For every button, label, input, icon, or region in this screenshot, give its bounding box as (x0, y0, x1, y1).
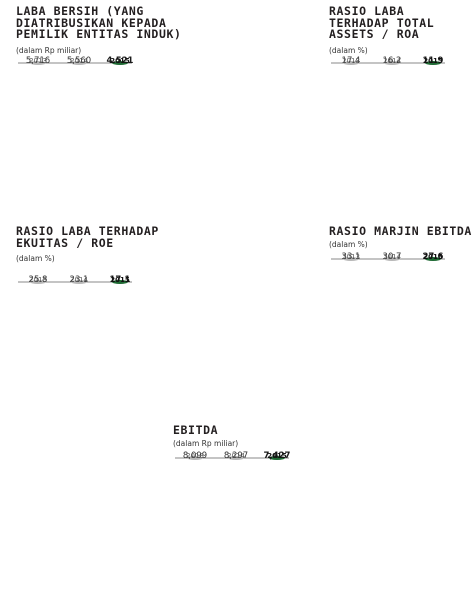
x-tick-label-2014: 2014 (227, 452, 245, 460)
chart-unit: (dalam Rp miliar) (173, 439, 239, 448)
bar-cap-2015 (112, 61, 128, 65)
x-tick-label-2013: 2013 (342, 57, 360, 65)
data-label-2013: 33.1 (342, 252, 361, 262)
bar-cap-2013 (187, 456, 203, 460)
chart-title: RASIO MARJIN EBITDA (329, 224, 472, 238)
data-label-2015: 17.1 (110, 275, 131, 285)
x-tick-label-2013: 2013 (342, 253, 360, 261)
bar-cap-2013 (30, 280, 46, 284)
data-label-2015: 27.6 (423, 252, 444, 262)
chart-unit: (dalam %) (329, 46, 368, 55)
x-tick-label-2015: 2015 (423, 253, 443, 261)
data-label-2015: 4.521 (107, 56, 134, 66)
bar-cap-2013 (30, 61, 46, 65)
data-label-2013: 5,716 (26, 56, 50, 66)
x-tick-label-2013: 2013 (29, 57, 47, 65)
bar-cap-2015 (425, 257, 441, 261)
bar-cap-2014 (71, 61, 87, 65)
x-tick-label-2014: 2014 (383, 57, 401, 65)
x-tick-label-2015: 2015 (267, 452, 287, 460)
x-tick-label-2015: 2015 (110, 57, 130, 65)
data-label-2014: 23.1 (70, 275, 89, 285)
bar-cap-2015 (112, 280, 128, 284)
data-label-2014: 8,297 (224, 451, 248, 461)
x-tick-label-2013: 2013 (186, 452, 204, 460)
chart-title: RASIO LABA TERHADAP TOTAL ASSETS / ROA (329, 4, 435, 41)
chart-title: LABA BERSIH (YANG DIATRIBUSIKAN KEPADA P… (16, 4, 182, 41)
data-label-2015: 7,427 (264, 451, 291, 461)
bar-cap-2015 (425, 61, 441, 65)
data-label-2014: 30.7 (383, 252, 402, 262)
bar-cap-2014 (71, 280, 87, 284)
data-label-2014: 5,560 (67, 56, 91, 66)
x-tick-label-2015: 2015 (110, 276, 130, 284)
data-label-2014: 16.2 (383, 56, 402, 66)
bar-cap-2014 (228, 456, 244, 460)
x-tick-label-2014: 2014 (70, 276, 88, 284)
data-label-2013: 8,099 (183, 451, 207, 461)
bar-cap-2014 (384, 61, 400, 65)
data-label-2013: 25.8 (29, 275, 48, 285)
chart-unit: (dalam %) (16, 254, 55, 263)
chart-title: EBITDA (173, 423, 219, 437)
data-label-2013: 17.4 (342, 56, 361, 66)
chart-unit: (dalam %) (329, 240, 368, 249)
x-tick-label-2014: 2014 (70, 57, 88, 65)
chart-title: RASIO LABA TERHADAP EKUITAS / ROE (16, 224, 159, 250)
bar-cap-2015 (269, 456, 285, 460)
chart-unit: (dalam Rp miliar) (16, 46, 82, 55)
data-label-2015: 11.9 (423, 56, 444, 66)
bar-cap-2013 (343, 61, 359, 65)
x-tick-label-2013: 2013 (29, 276, 47, 284)
x-tick-label-2015: 2015 (423, 57, 443, 65)
x-tick-label-2014: 2014 (383, 253, 401, 261)
bar-cap-2013 (343, 257, 359, 261)
bar-cap-2014 (384, 257, 400, 261)
